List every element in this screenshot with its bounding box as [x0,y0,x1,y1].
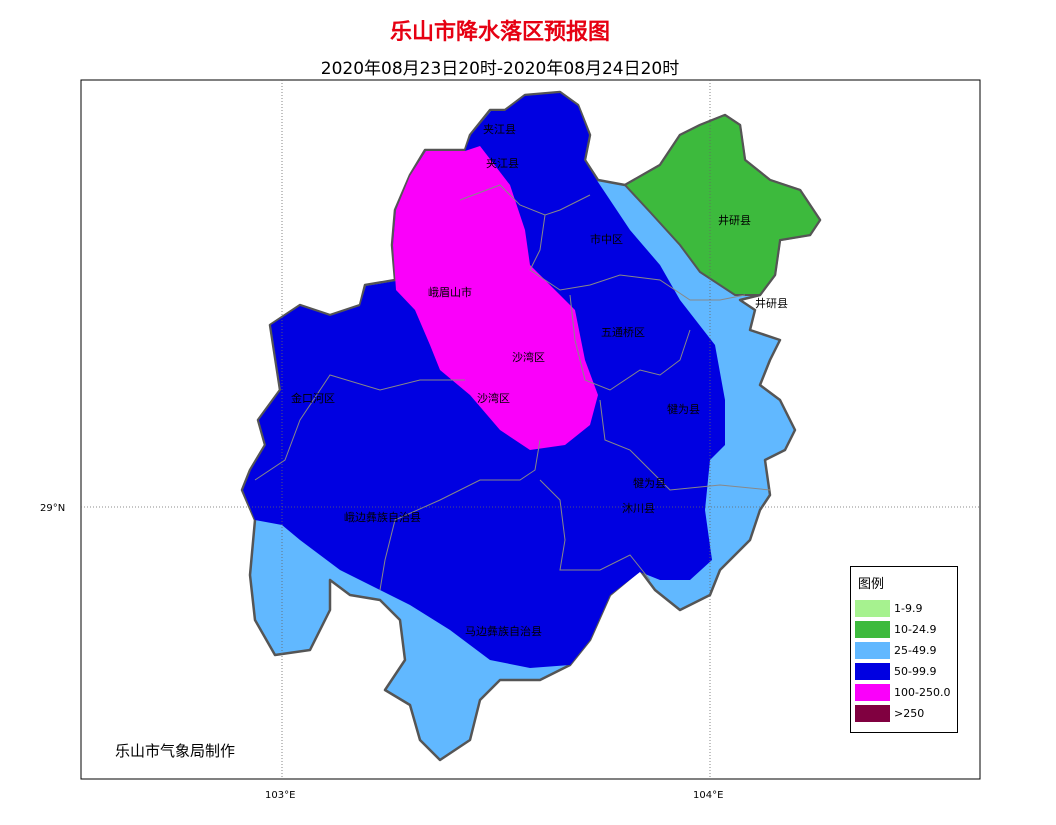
tick-29n: 29°N [40,503,65,514]
legend-item: 1-9.9 [855,598,957,619]
legend-item: >250 [855,703,957,724]
label-wutongqiao: 五通桥区 [601,326,645,339]
legend-swatch [855,705,890,722]
label-mabian: 马边彝族自治县 [465,624,542,638]
label-jingyan: 井研县 [718,213,751,227]
legend-label: 10-24.9 [894,623,937,636]
legend-item: 25-49.9 [855,640,957,661]
graticule [81,80,980,779]
legend-swatch [855,642,890,659]
label-qianwei: 犍为县 [667,403,700,416]
label-shizhong: 市中区 [590,232,623,246]
label-shawan: 沙湾区 [477,391,510,405]
label-ebian: 峨边彝族自治县 [344,510,421,524]
legend-swatch [855,600,890,617]
legend: 图例 1-9.9 10-24.9 25-49.9 50-99.9 100-250… [850,566,958,733]
label-jingyan: 井研县 [755,296,788,310]
label-qianwei: 犍为县 [633,477,666,490]
legend-item: 10-24.9 [855,619,957,640]
credit-text: 乐山市气象局制作 [115,742,236,760]
legend-swatch [855,621,890,638]
legend-swatch [855,684,890,701]
region-10-24.9 [623,113,822,296]
legend-swatch [855,663,890,680]
region-100-250 [393,146,598,450]
label-jiajiang: 夹江县 [486,157,519,170]
tick-103e: 103°E [265,790,295,801]
label-jinkouhe: 金口河区 [291,391,335,405]
label-shawan: 沙湾区 [512,350,545,364]
map-subtitle: 2020年08月23日20时-2020年08月24日20时 [320,59,680,79]
label-jiajiang: 夹江县 [483,123,516,136]
tick-104e: 104°E [693,790,723,801]
legend-label: >250 [894,707,925,720]
legend-item: 100-250.0 [855,682,957,703]
legend-title: 图例 [858,577,885,592]
legend-label: 25-49.9 [894,644,937,657]
legend-label: 100-250.0 [894,686,951,699]
legend-label: 1-9.9 [894,602,923,615]
legend-item: 50-99.9 [855,661,957,682]
legend-label: 50-99.9 [894,665,937,678]
label-emeishan: 峨眉山市 [428,285,472,299]
map-title: 乐山市降水落区预报图 [389,20,610,45]
county-boundaries [254,184,771,591]
label-muchuan: 沐川县 [622,502,655,515]
